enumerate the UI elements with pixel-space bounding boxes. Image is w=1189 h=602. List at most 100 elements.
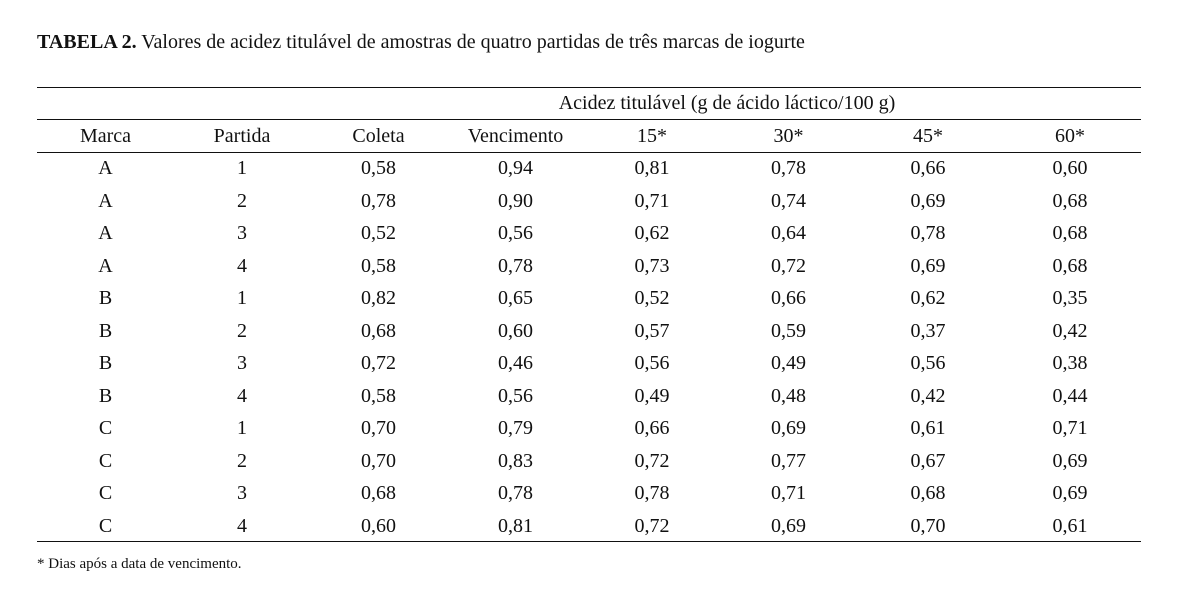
table-cell: 0,60: [498, 319, 533, 342]
table-cell: 1: [237, 417, 247, 439]
table-caption-text: Valores de acidez titulável de amostras …: [136, 31, 805, 53]
table-cell: 0,79: [498, 417, 533, 439]
group-rule: [37, 119, 1141, 120]
table-cell: 2: [237, 189, 247, 212]
table-cell: C: [98, 417, 113, 439]
table-cell: 0,69: [771, 514, 806, 537]
table-row: C 4 0,60 0,81 0,72 0,69 0,70 0,61: [37, 510, 1141, 542]
table-cell: 0,66: [634, 417, 670, 439]
table-cell: 0,52: [634, 287, 670, 309]
table-row: B 1 0,82 0,65 0,52 0,66 0,62 0,35: [37, 282, 1141, 314]
table-cell: 3: [237, 482, 247, 504]
table-cell: 0,42: [1052, 319, 1088, 342]
table-number: TABELA 2.: [37, 31, 137, 53]
table-cell: C: [98, 514, 113, 537]
table-cell: 2: [237, 319, 247, 342]
table-cell: 0,68: [1052, 222, 1088, 244]
table-cell: 0,68: [1052, 254, 1088, 277]
table-cell: 0,57: [634, 319, 670, 342]
table-row: B 2 0,68 0,60 0,57 0,59 0,37 0,42: [37, 315, 1141, 347]
table-cell: 0,56: [634, 352, 670, 374]
table-cell: 0,94: [498, 157, 533, 179]
table-cell: 0,60: [1052, 157, 1088, 179]
table-row: B 4 0,58 0,56 0,49 0,48 0,42 0,44: [37, 380, 1141, 412]
table-cell: 0,78: [498, 482, 533, 504]
table-cell: 0,78: [634, 482, 670, 504]
header-cell: Marca: [79, 125, 132, 147]
header-cell: Coleta: [352, 125, 405, 147]
table-cell: 0,35: [1052, 287, 1088, 309]
table-cell: A: [98, 189, 113, 212]
header-cell: Vencimento: [467, 125, 564, 147]
table-cell: 0,72: [634, 514, 670, 537]
table-cell: 0,73: [634, 254, 670, 277]
table-cell: C: [98, 482, 113, 504]
table-cell: 4: [237, 384, 247, 407]
header-cell: 45*: [913, 125, 943, 147]
table-row: C 1 0,70 0,79 0,66 0,69 0,61 0,71: [37, 412, 1141, 444]
table-cell: C: [98, 449, 113, 472]
table-row: A 2 0,78 0,90 0,71 0,74 0,69 0,68: [37, 185, 1141, 217]
table-cell: 0,38: [1052, 352, 1088, 374]
table-cell: 0,56: [498, 384, 533, 407]
table-caption: TABELA 2. Valores de acidez titulável de…: [37, 31, 805, 54]
header-cell: 15*: [637, 125, 667, 147]
table-cell: 0,48: [771, 384, 806, 407]
table-cell: 0,81: [634, 157, 670, 179]
table-cell: 0,71: [771, 482, 806, 504]
table-cell: 0,70: [361, 449, 396, 472]
table-cell: 0,78: [498, 254, 533, 277]
table-cell: 0,69: [910, 189, 946, 212]
table-cell: 0,69: [1052, 482, 1088, 504]
table-cell: 0,46: [498, 352, 533, 374]
table-cell: B: [98, 319, 113, 342]
table-cell: 0,71: [1052, 417, 1088, 439]
table-cell: 0,77: [771, 449, 806, 472]
table-cell: A: [98, 157, 113, 179]
table-row: B 3 0,72 0,46 0,56 0,49 0,56 0,38: [37, 347, 1141, 379]
header-row: Marca Partida Coleta Vencimento 15* 30* …: [37, 120, 1141, 152]
table-cell: 0,74: [771, 189, 806, 212]
table-cell: 0,42: [910, 384, 946, 407]
table-cell: 0,78: [361, 189, 396, 212]
table-cell: 0,69: [1052, 449, 1088, 472]
table-cell: B: [98, 287, 113, 309]
table-cell: 0,78: [771, 157, 806, 179]
table-row: C 2 0,70 0,83 0,72 0,77 0,67 0,69: [37, 445, 1141, 477]
table-cell: 1: [237, 157, 247, 179]
table-cell: 0,58: [361, 157, 396, 179]
table-cell: 2: [237, 449, 247, 472]
table-cell: 0,58: [361, 254, 396, 277]
table-cell: 0,66: [771, 287, 806, 309]
table-row: C 3 0,68 0,78 0,78 0,71 0,68 0,69: [37, 477, 1141, 509]
table-cell: 4: [237, 254, 247, 277]
table-cell: 0,82: [361, 287, 396, 309]
table-cell: 0,72: [634, 449, 670, 472]
footnote: * Dias após a data de vencimento.: [37, 556, 242, 572]
table-cell: A: [98, 254, 113, 277]
table-cell: 0,62: [910, 287, 946, 309]
table-cell: 0,56: [910, 352, 946, 374]
table-cell: 0,81: [498, 514, 533, 537]
table-cell: 4: [237, 514, 247, 537]
table-cell: 0,60: [361, 514, 396, 537]
table-cell: 0,78: [910, 222, 946, 244]
table-cell: 0,68: [910, 482, 946, 504]
table-cell: 0,72: [771, 254, 806, 277]
table-cell: 0,68: [1052, 189, 1088, 212]
table-cell: 0,52: [361, 222, 396, 244]
table-cell: B: [98, 352, 113, 374]
table-cell: 0,68: [361, 319, 396, 342]
bottom-rule: [37, 541, 1141, 542]
table-cell: 0,65: [498, 287, 533, 309]
table-cell: 0,37: [910, 319, 946, 342]
table-cell: 1: [237, 287, 247, 309]
table-cell: 0,69: [771, 417, 806, 439]
table-cell: 0,66: [910, 157, 946, 179]
table-cell: 0,83: [498, 449, 533, 472]
table-cell: 0,69: [910, 254, 946, 277]
table-cell: 0,70: [361, 417, 396, 439]
group-header: Acidez titulável (g de ácido láctico/100…: [558, 92, 896, 114]
table-cell: 3: [237, 222, 247, 244]
table-cell: 0,72: [361, 352, 396, 374]
